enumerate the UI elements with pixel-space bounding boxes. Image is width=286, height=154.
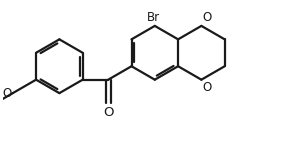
Text: O: O — [3, 87, 12, 100]
Text: O: O — [202, 11, 212, 24]
Text: Br: Br — [147, 11, 160, 24]
Text: O: O — [103, 107, 114, 120]
Text: O: O — [202, 81, 212, 94]
